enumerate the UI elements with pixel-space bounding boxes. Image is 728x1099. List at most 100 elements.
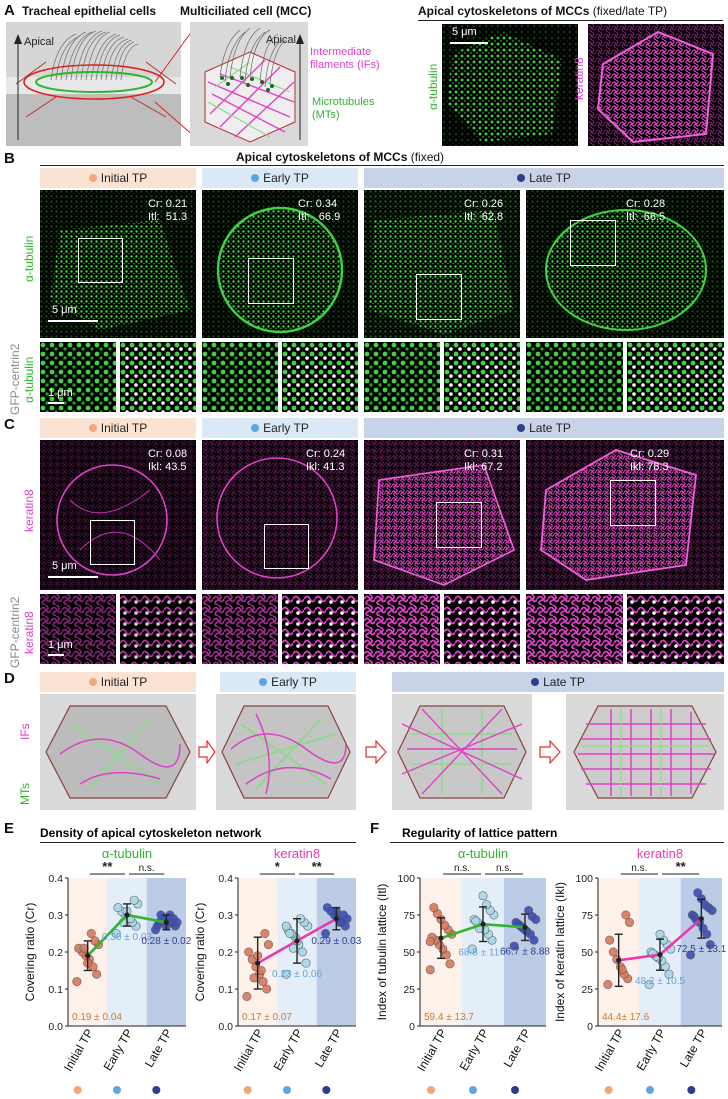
category-dot: [511, 1086, 519, 1094]
b-row2-label-bottom: α-tubulin: [22, 356, 36, 403]
category-dot: [73, 1086, 82, 1094]
mean-marker: [294, 938, 300, 944]
c-zoom-box-early: [264, 524, 309, 569]
data-point: [603, 980, 613, 990]
mean-marker: [480, 921, 486, 927]
y-tick-label: 25: [581, 984, 593, 996]
e-title-rule: [40, 842, 356, 843]
c-zoom-scalebar-label: 1 μm: [48, 639, 73, 651]
chart-title: α-tubulin: [458, 846, 508, 861]
mean-label: 0.30 ± 0.03: [102, 932, 152, 943]
panel-label-a: A: [4, 2, 15, 19]
d-schematic-early: [216, 694, 356, 810]
y-tick-label: 50: [581, 947, 593, 959]
data-point: [301, 958, 311, 968]
d-schematic-late1: [392, 694, 532, 810]
c-row-label: keratin8: [22, 489, 36, 532]
c-zoom-early-a: [202, 594, 278, 664]
data-point: [478, 891, 488, 901]
data-point: [686, 950, 696, 960]
mean-label: 0.28 ± 0.02: [141, 936, 191, 947]
data-point: [321, 929, 331, 939]
a-keratin-label: keratin8: [572, 57, 586, 100]
mean-label: 44.4± 17.6: [602, 1012, 650, 1023]
data-point: [260, 929, 270, 939]
data-point: [429, 903, 439, 913]
b-annotation-late2: Cr: 0.28 Itl: 66.5: [626, 198, 666, 223]
data-point: [425, 965, 435, 975]
e-title: Density of apical cytoskeleton network: [40, 826, 262, 840]
data-point: [605, 935, 615, 945]
b-image-initial: Cr: 0.21 Itl: 51.3 5 μm: [40, 190, 196, 338]
y-tick-label: 75: [403, 910, 415, 922]
y-tick-label: 0: [587, 1021, 593, 1033]
a-apical-label-left: Apical: [24, 36, 54, 48]
y-tick-label: 0.4: [218, 873, 233, 885]
category-band: [107, 878, 147, 1026]
data-point: [129, 895, 139, 905]
b-zoom-late2-a: [526, 342, 623, 412]
data-point: [92, 969, 102, 979]
y-axis-label: Covering ratio (Cr): [193, 903, 207, 1002]
a-right-title-rule: [418, 20, 723, 21]
panel-label-d: D: [4, 670, 15, 687]
category-label: Early TP: [634, 1027, 669, 1074]
y-axis-label: Index of keratin lattice (Ikl): [553, 882, 567, 1022]
a-scalebar: [450, 42, 488, 44]
category-dot: [113, 1086, 121, 1094]
category-dot: [604, 1086, 613, 1094]
y-tick-label: 0.0: [48, 1021, 63, 1033]
c-row2-label-bottom: keratin8: [22, 611, 36, 654]
b-title-rule: [40, 165, 724, 166]
c-row2-label: GFP-centrin2: [8, 596, 22, 668]
data-point: [624, 917, 634, 927]
panel-label-c: C: [4, 416, 15, 433]
chart-f-keratin: keratin8 0 25 50 75 100 Index of keratin latti…: [553, 846, 727, 1094]
y-tick-label: 0: [409, 1021, 415, 1033]
mean-marker: [657, 952, 663, 958]
data-point: [242, 991, 252, 1001]
data-point: [281, 921, 291, 931]
data-point: [693, 888, 703, 898]
data-point: [297, 947, 307, 957]
chart-title: keratin8: [637, 846, 683, 861]
y-axis-label: Covering ratio (Cr): [23, 903, 37, 1002]
chart-e-tubulin: α-tubulin 0.0 0.1 0.2 0.3 0.4 Covering ratio (…: [23, 846, 192, 1094]
d-schematic-late2: [566, 694, 724, 810]
a-scalebar-label: 5 μm: [452, 26, 477, 38]
y-tick-label: 25: [403, 984, 415, 996]
category-dot: [646, 1086, 654, 1094]
b-stage-late: Late TP: [364, 168, 724, 188]
y-tick-label: 100: [575, 873, 593, 885]
d-stage-early: Early TP: [220, 672, 356, 692]
category-label: Early TP: [101, 1027, 136, 1074]
category-label: Initial TP: [592, 1027, 627, 1074]
d-schematic-initial: [40, 694, 196, 810]
b-zoom-box-late2: [570, 220, 616, 266]
b-annotation-initial: Cr: 0.21 Itl: 51.3: [148, 198, 188, 223]
panel-label-f: F: [370, 820, 380, 837]
significance-label: n.s.: [454, 863, 470, 874]
a-schematic1-title: Tracheal epithelial cells: [22, 4, 157, 18]
category-label: Late TP: [501, 1027, 534, 1070]
data-point: [258, 977, 268, 987]
a-mt-label: Microtubules (MTs): [312, 96, 375, 121]
f-title-rule: [390, 842, 724, 843]
y-tick-label: 0.4: [48, 873, 63, 885]
mcc-schematic: Apical: [190, 22, 308, 146]
a-zoom-lines: [154, 26, 196, 138]
category-dot: [283, 1086, 291, 1094]
b-annotation-late1: Cr: 0.26 Itl: 62.8: [464, 198, 504, 223]
data-point: [608, 947, 618, 957]
c-zoom-scalebar: [48, 654, 64, 656]
c-scalebar-label: 5 μm: [52, 560, 77, 572]
c-zoom-initial-a: 1 μm: [40, 594, 116, 664]
c-annotation-early: Cr: 0.24 Ikl: 41.3: [306, 448, 346, 473]
a-schematic2-title: Multiciliated cell (MCC): [180, 4, 312, 18]
category-label: Late TP: [312, 1027, 345, 1070]
mean-label: 0.17 ± 0.07: [242, 1012, 292, 1023]
c-zoom-late1-b: [444, 594, 520, 664]
category-label: Early TP: [271, 1027, 306, 1074]
a-keratin-image: [588, 24, 724, 146]
y-tick-label: 75: [581, 910, 593, 922]
